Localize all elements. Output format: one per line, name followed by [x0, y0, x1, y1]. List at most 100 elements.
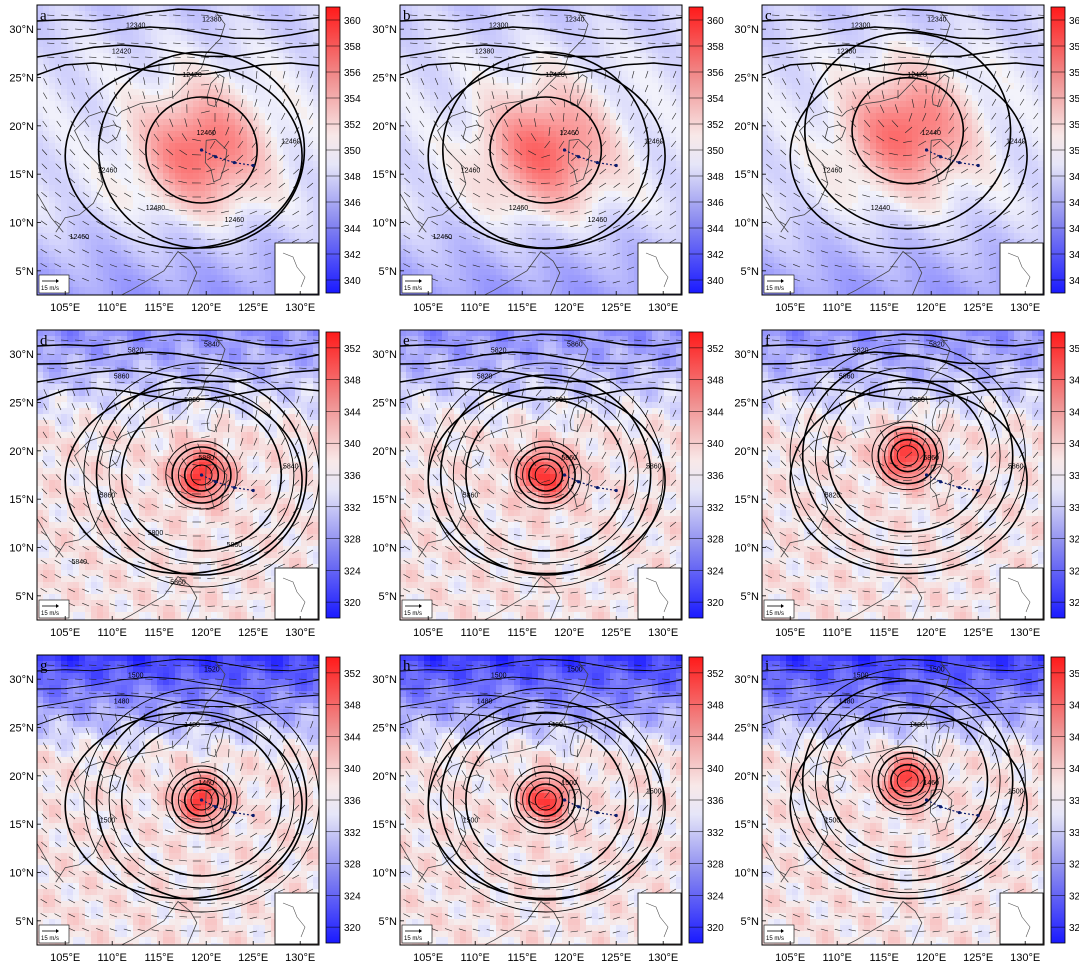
wind-vector [254, 748, 258, 757]
wind-vector [1006, 734, 1011, 742]
contour-label: 12460 [559, 130, 579, 137]
wind-vector [656, 154, 663, 161]
wind-vector [1023, 367, 1032, 369]
wind-vector [953, 28, 962, 30]
coastline [845, 250, 923, 295]
wind-vector [432, 799, 439, 806]
wind-vector [451, 678, 460, 680]
wind-vector [974, 888, 983, 892]
wind-vector [675, 664, 682, 666]
colorbar-tick-label: 336 [1069, 471, 1079, 482]
wind-vector [633, 692, 642, 694]
inset-map [999, 242, 1044, 295]
wind-vector [1003, 224, 1011, 229]
wind-vector [598, 888, 607, 892]
wind-vector [535, 692, 544, 694]
wind-vector [445, 827, 453, 834]
wind-vector [619, 664, 628, 666]
colorbar-tick-label: 344 [707, 732, 724, 743]
wind-vector [404, 192, 411, 198]
wind-vector [418, 177, 425, 184]
wind-vector [989, 521, 997, 526]
reference-arrowhead [419, 604, 422, 608]
wind-vector [961, 154, 969, 161]
wind-vector [432, 149, 439, 156]
wind-vector [404, 842, 411, 848]
wind-vector [151, 533, 160, 537]
wind-vector [221, 591, 230, 594]
contour-label: 1460 [198, 780, 214, 787]
wind-vector [420, 78, 425, 86]
wind-vector [615, 776, 621, 784]
wind-vector [54, 220, 62, 226]
storm-track [201, 474, 254, 492]
wind-vector [172, 415, 174, 425]
wind-vector [41, 841, 48, 848]
wind-vector [265, 479, 272, 487]
wind-vector [614, 804, 621, 812]
wind-vector [309, 734, 314, 743]
wind-vector [520, 104, 523, 114]
colorbar-tick-label: 350 [344, 146, 361, 157]
wind-vector [41, 191, 48, 198]
wind-vector [794, 785, 801, 792]
x-tick-label: 115°E [508, 627, 537, 639]
wind-vector [976, 451, 983, 459]
wind-vector [1003, 238, 1011, 243]
wind-vector [55, 149, 62, 156]
wind-vector [988, 549, 997, 554]
wind-vector [876, 901, 885, 904]
wind-vector [960, 874, 969, 878]
wind-vector [835, 149, 843, 156]
wind-vector [514, 223, 523, 226]
wind-vector [41, 488, 48, 495]
wind-vector [1023, 56, 1032, 58]
wind-vector [270, 692, 279, 694]
wind-vector [57, 78, 62, 86]
wind-vector [165, 208, 174, 212]
wind-vector [110, 206, 118, 212]
wind-vector [200, 381, 209, 383]
wind-vector [307, 832, 314, 839]
wind-vector [40, 884, 48, 890]
wind-vector [612, 591, 621, 595]
wind-vector [157, 402, 160, 411]
wind-vector [834, 829, 843, 834]
wind-vector [862, 929, 871, 932]
wind-vector [661, 339, 670, 341]
wind-vector [488, 459, 495, 467]
wind-vector [675, 339, 682, 341]
wind-vector [659, 720, 663, 729]
wind-vector [766, 149, 773, 156]
wind-vector [255, 409, 258, 418]
wind-vector [137, 886, 146, 890]
geopotential-contour [165, 440, 238, 510]
wind-vector [875, 491, 885, 495]
wind-vector [799, 367, 808, 369]
wind-vector [1033, 112, 1039, 120]
wind-vector [423, 14, 432, 16]
wind-vector [779, 828, 787, 834]
wind-vector [810, 727, 815, 736]
wind-vector [423, 339, 432, 341]
wind-vector [918, 577, 927, 579]
wind-vector [521, 726, 524, 736]
wind-vector [961, 140, 969, 147]
inset-coast [645, 577, 669, 613]
wind-vector [444, 574, 453, 579]
wind-vector [793, 192, 801, 198]
colorbar-tick-label: 348 [707, 376, 724, 387]
wind-vector [85, 77, 90, 86]
y-tick-label: 25°N [9, 723, 34, 735]
wind-vector [563, 28, 572, 30]
wind-vector [1031, 507, 1039, 513]
wind-vector [671, 112, 677, 120]
wind-vector [200, 692, 209, 694]
wind-vector [437, 664, 446, 666]
wind-vector [475, 769, 481, 778]
wind-vector [220, 507, 230, 512]
wind-vector [60, 14, 69, 16]
wind-vector [514, 901, 523, 904]
wind-vector [507, 381, 516, 383]
wind-vector [221, 888, 230, 891]
